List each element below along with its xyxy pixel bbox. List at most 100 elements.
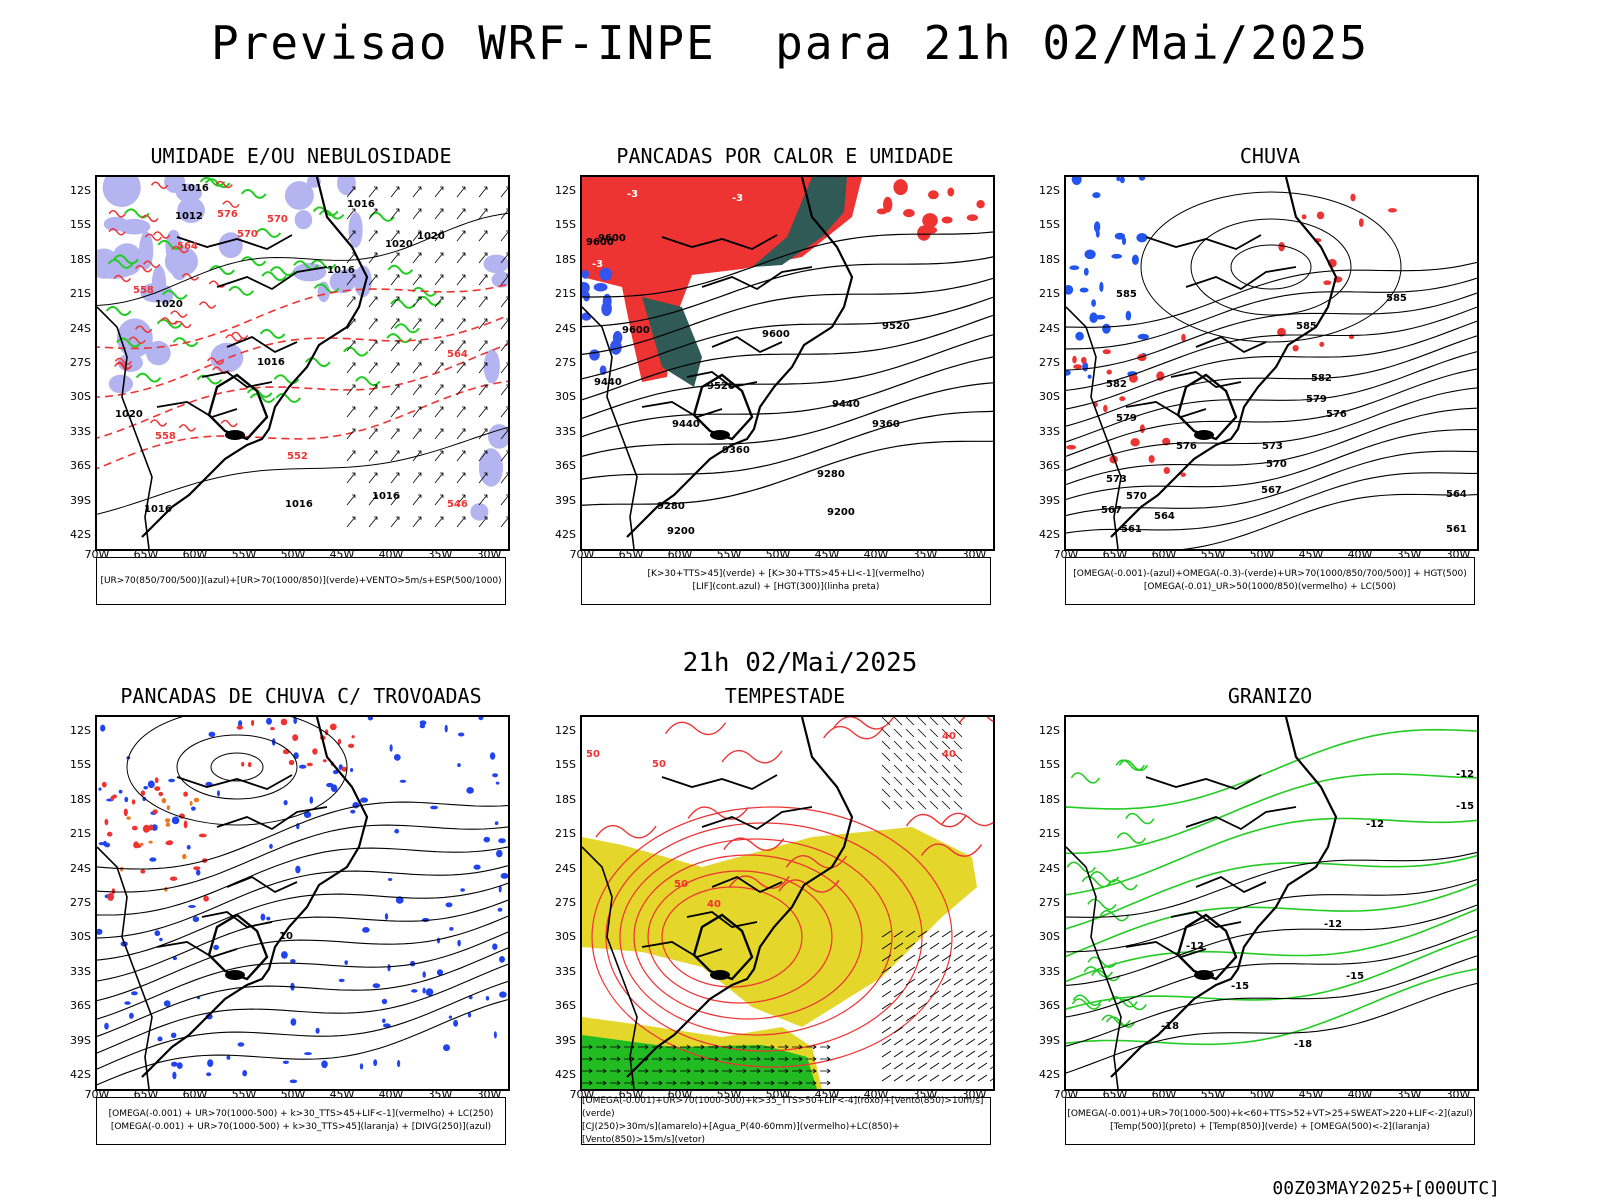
jet-stream-area [582,827,977,1027]
wind-vector [750,1080,761,1086]
contour-label: 9600 [762,329,790,340]
coastline [626,717,854,1078]
wind-vector [708,1080,719,1086]
panel-title-umidade: UMIDADE E/OU NEBULOSIDADE [150,144,452,168]
lat-tick-label: 24S [70,321,91,335]
state-borders [1125,234,1297,418]
convective-area [139,842,144,846]
wind-vector [989,1042,993,1046]
contour-label: -18 [1294,1039,1312,1050]
humidity-contour [390,298,416,309]
lon-tick-label: 65W [1102,1088,1128,1101]
wind-vector [346,252,356,264]
wind-vector [500,494,508,506]
divergence-area [499,956,505,963]
omega-area [1075,331,1084,341]
wind-vector [346,186,356,198]
wind-vector [368,362,378,374]
contour-label: 546 [447,499,468,510]
contour-label: 573 [1106,474,1127,485]
water-contour [661,886,803,988]
wind-vector [905,717,915,726]
lat-tick-label: 15S [555,758,576,772]
convective-area [119,866,124,872]
lif-area [582,312,592,321]
wind-vector [893,1002,904,1010]
wind-vector [929,1062,940,1070]
contour-label: 1020 [385,239,413,250]
wind-vector [965,930,976,938]
wind-vector [478,428,488,440]
wind-vector [989,982,993,986]
wind-vector [905,800,915,810]
thunderstorm-area [247,761,252,768]
wind-vector [722,1068,733,1074]
humidity-contour [124,208,150,219]
water-contour [619,838,893,1036]
thunderstorm-area [169,876,178,881]
humidity-contour [255,227,282,238]
divergence-area [293,752,299,760]
thunderstorm-area [123,808,128,817]
hgt500-line [1066,407,1477,486]
humidity-contour [113,254,139,265]
streamline [97,915,508,1002]
omega-area [1069,265,1080,270]
temp850-line [1066,935,1477,1010]
wind-vector [893,752,903,762]
temp850-contour [1099,909,1130,922]
wind-vector [434,340,444,352]
divergence-area [191,806,196,811]
wind-vector [456,428,466,440]
wind-vector [434,494,444,506]
lon-tick-label: 35W [912,548,938,561]
rain-area [1102,349,1111,355]
thunderstorm-area [312,748,318,755]
coastline [1110,177,1338,538]
wind-vector [390,450,400,462]
convective-area [126,816,131,820]
humidity-contour [369,211,395,222]
wind-vector [346,340,356,352]
wind-vector [905,728,915,738]
lon-tick-label: 70W [84,548,110,561]
wind-vector [390,230,400,242]
omega-area [1099,281,1104,292]
wind-vector [893,1014,904,1022]
thunderstorm-area [111,888,116,895]
wind-vector [929,752,939,762]
contour-label: 570 [237,229,258,240]
omega-area [1079,287,1089,293]
wind-vector [977,990,988,998]
contour-label: 9600 [598,233,626,244]
wind-vector [478,384,488,396]
contour-label: 576 [1176,441,1197,452]
divergence-area [445,902,453,908]
contour-label: 9440 [672,419,700,430]
lon-tick-label: 40W [863,548,889,561]
contour-label: 570 [1266,459,1287,470]
temp500-line [1066,904,1477,986]
lat-tick-label: 21S [70,287,91,301]
water-contour [905,813,968,828]
wind-vector [881,752,891,762]
wind-vector [434,230,444,242]
legend-pancadas-calor: [K>30+TTS>45](verde) + [K>30+TTS>45+LI<-… [581,557,991,605]
wind-vector [412,252,422,264]
lon-tick-label: 40W [863,1088,889,1101]
divergence-area [467,1012,472,1018]
divergence-area [98,787,102,791]
wind-vector [652,1056,663,1062]
streamline [97,899,508,982]
wind-vector [965,942,976,950]
humidity-contour [261,271,287,282]
hgt500-line [1066,450,1477,517]
convective-area [164,818,171,823]
wind-vector [965,1050,976,1058]
wind-vector [500,340,508,352]
wind-vector [708,1056,719,1062]
rain-area [1292,345,1299,352]
lat-tick-label: 24S [1039,861,1060,875]
wind-vector [929,990,940,998]
divergence-area [283,800,288,806]
